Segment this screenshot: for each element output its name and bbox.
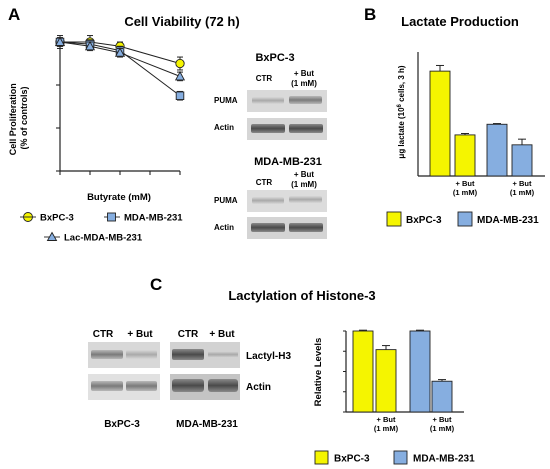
histone-blot2-but: + But	[209, 329, 235, 340]
legend-c-bxpc3-label: BxPC-3	[334, 454, 370, 465]
viability-title: Cell Viability (72 h)	[124, 14, 239, 29]
histone-row-actin: Actin	[246, 382, 271, 393]
blot-bxpc3-row-actin: Actin	[214, 123, 234, 132]
panel-letter-b: B	[364, 5, 376, 24]
blot-mda-row-puma: PUMA	[214, 196, 238, 205]
histone-bx-lact-band-ctr	[91, 350, 123, 359]
legend-c-bxpc3-swatch	[314, 450, 329, 465]
panel-letter-c: C	[150, 275, 162, 294]
blot-mda-but: + But	[294, 170, 315, 179]
blot-mda-ctr: CTR	[256, 178, 273, 187]
viability-xlabel: Butyrate (mM)	[87, 192, 151, 203]
histone-bx-actin-band-but	[126, 381, 157, 391]
relative-bar	[375, 349, 397, 413]
lactate-legend: BxPC-3 MDA-MB-231	[386, 211, 539, 227]
histone-mda-lact-band-ctr	[172, 349, 204, 360]
blot-bxpc3-title: BxPC-3	[255, 52, 294, 64]
panel-letter-a: A	[8, 5, 20, 24]
lactate-xtick-label: (1 mM)	[510, 188, 535, 197]
legend-c-mda-label: MDA-MB-231	[413, 454, 475, 465]
blot-bxpc3-puma-band-ctr	[252, 97, 284, 104]
blot-mda-puma-band-but	[289, 196, 322, 203]
viability-point	[114, 47, 126, 57]
lactate-bar-chart: + But(1 mM)+ But(1 mM)	[417, 52, 545, 197]
relative-bar	[409, 330, 431, 413]
legend-lac-label: Lac-MDA-MB-231	[64, 233, 143, 244]
blot-bxpc3-dose: (1 mM)	[291, 79, 317, 88]
histone-blot1-ctr: CTR	[93, 329, 114, 340]
legend-bxpc3-label: BxPC-3	[40, 213, 74, 224]
relative-bar	[352, 330, 374, 413]
lactate-bar	[486, 123, 508, 177]
blot-mda-puma-strip	[247, 190, 327, 212]
viability-point	[175, 91, 185, 100]
histone-blot1-but: + But	[127, 329, 153, 340]
blot-bxpc3-actin-band-ctr	[251, 124, 285, 133]
histone-cell-mda: MDA-MB-231	[176, 419, 238, 430]
blot-bxpc3-but: + But	[294, 69, 315, 78]
viability-point	[175, 58, 185, 69]
viability-ylabel: Cell Proliferation (% of controls)	[8, 81, 29, 156]
lactate-ylabel: μg lactate (106 cells, 3 h)	[397, 65, 406, 159]
blot-bxpc3: BxPC-3 CTR + But (1 mM) PUMA Actin	[214, 52, 327, 140]
blot-bxpc3-puma-band-but	[289, 96, 322, 104]
lactate-xtick-label: + But	[513, 179, 532, 188]
viability-series-line	[59, 41, 181, 77]
blot-mda: MDA-MB-231 CTR + But (1 mM) PUMA Actin	[214, 156, 327, 239]
histone-title: Lactylation of Histone-3	[228, 288, 375, 303]
blot-mda-dose: (1 mM)	[291, 180, 317, 189]
histone-bx-actin-band-ctr	[91, 381, 123, 391]
relative-bar	[431, 380, 453, 413]
lactate-title: Lactate Production	[401, 14, 519, 29]
relative-xtick-label: + But	[433, 415, 452, 424]
histone-legend: BxPC-3 MDA-MB-231	[314, 450, 475, 465]
relative-xtick-label: (1 mM)	[374, 424, 399, 433]
relative-ylabel: Relative Levels	[313, 338, 324, 407]
relative-bar-chart: + But(1 mM)+ But(1 mM)	[343, 329, 464, 433]
histone-mda-lact-band-but	[208, 351, 238, 358]
lactate-xtick-label: (1 mM)	[453, 188, 478, 197]
blot-bxpc3-ctr: CTR	[256, 74, 273, 83]
blot-bxpc3-row-puma: PUMA	[214, 96, 238, 105]
legend-mda-label: MDA-MB-231	[124, 213, 183, 224]
viability-legend: BxPC-3 MDA-MB-231 Lac-MDA-MB-231	[20, 212, 183, 244]
blot-mda-title: MDA-MB-231	[254, 156, 322, 168]
blot-bxpc3-actin-band-but	[289, 124, 323, 133]
lactate-bar	[511, 144, 533, 177]
histone-blot2-ctr: CTR	[178, 329, 199, 340]
blot-mda-actin-strip	[247, 217, 327, 239]
legend-lac-marker	[46, 231, 58, 241]
lactate-bar	[454, 134, 476, 177]
lactate-bar	[429, 70, 451, 177]
blot-bxpc3-actin-strip	[247, 118, 327, 140]
histone-blots: CTR + But CTR + But Lactyl-H3 Actin BxPC…	[88, 329, 291, 430]
blot-mda-puma-band-ctr	[252, 197, 284, 204]
histone-cell-bxpc3: BxPC-3	[104, 419, 140, 430]
legend-b-mda-swatch	[457, 211, 473, 227]
viability-series-line	[59, 41, 181, 97]
blot-mda-actin-band-but	[289, 223, 323, 232]
histone-mda-actin-band-but	[208, 379, 238, 392]
viability-point	[84, 40, 96, 51]
legend-mda-marker	[107, 212, 116, 222]
histone-row-lactyl: Lactyl-H3	[246, 351, 291, 362]
legend-c-mda-swatch	[393, 450, 408, 465]
relative-xtick-label: + But	[377, 415, 396, 424]
blot-mda-row-actin: Actin	[214, 223, 234, 232]
histone-bx-lact-band-but	[126, 350, 157, 359]
blot-bxpc3-puma-strip	[247, 90, 327, 112]
viability-series-line	[60, 41, 181, 64]
lactate-xtick-label: + But	[456, 179, 475, 188]
viability-point	[174, 70, 186, 81]
legend-b-mda-label: MDA-MB-231	[477, 215, 539, 226]
histone-mda-actin-band-ctr	[172, 379, 204, 392]
viability-point	[54, 36, 66, 46]
blot-mda-actin-band-ctr	[251, 223, 285, 232]
relative-xtick-label: (1 mM)	[430, 424, 455, 433]
viability-line-chart	[54, 35, 186, 175]
legend-b-bxpc3-swatch	[386, 211, 402, 227]
legend-b-bxpc3-label: BxPC-3	[406, 215, 442, 226]
